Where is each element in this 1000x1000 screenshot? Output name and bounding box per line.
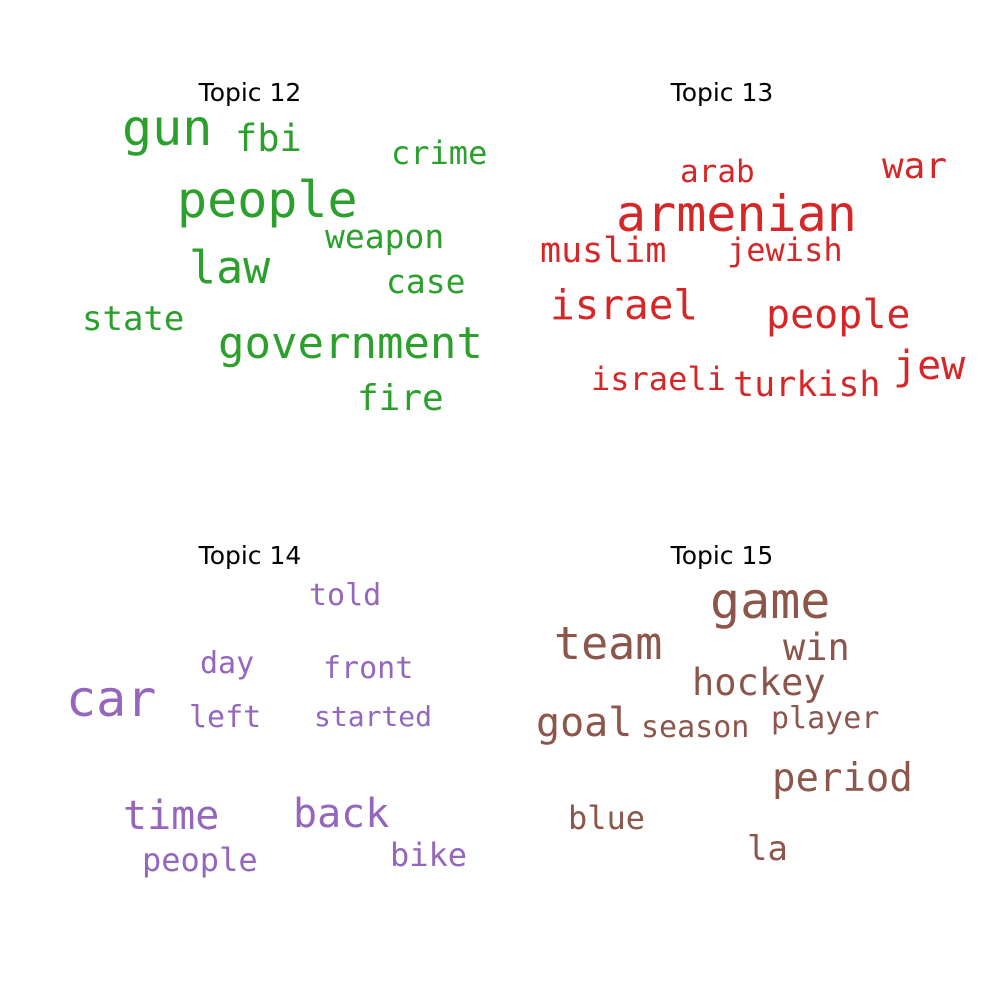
cloud-word-muslim: muslim	[540, 231, 667, 271]
cloud-word-game: game	[710, 572, 831, 630]
cloud-word-win: win	[783, 626, 850, 669]
cloud-word-gun: gun	[122, 99, 213, 157]
cloud-word-people: people	[177, 171, 358, 229]
word-cloud-topic-12: Topic 12 gun fbi crime people weapon law case st…	[0, 0, 500, 500]
cloud-word-state: state	[82, 299, 185, 339]
panel-title: Topic 12	[198, 78, 302, 107]
cloud-word-season: season	[641, 710, 750, 745]
cloud-word-case: case	[386, 262, 466, 301]
cloud-word-back: back	[293, 791, 390, 837]
cloud-word-fbi: fbi	[235, 117, 302, 160]
cloud-word-people: people	[142, 841, 258, 879]
cloud-word-hockey: hockey	[692, 661, 826, 704]
cloud-word-law: law	[189, 241, 271, 294]
cloud-word-goal: goal	[536, 700, 633, 746]
cloud-word-government: government	[218, 318, 483, 369]
cloud-word-time: time	[123, 793, 220, 839]
cloud-word-jew: jew	[893, 343, 966, 389]
cloud-word-bike: bike	[390, 836, 468, 874]
cloud-word-team: team	[554, 617, 663, 670]
cloud-word-blue: blue	[568, 799, 646, 837]
cloud-word-jewish: jewish	[727, 231, 843, 269]
panel-title: Topic 15	[670, 541, 774, 570]
cloud-word-weapon: weapon	[325, 217, 445, 256]
panel-title: Topic 13	[670, 78, 774, 107]
cloud-word-car: car	[66, 670, 157, 728]
cloud-word-arab: arab	[680, 154, 755, 190]
cloud-word-period: period	[772, 756, 913, 801]
cloud-word-day: day	[200, 646, 255, 681]
cloud-word-turkish: turkish	[733, 365, 881, 405]
cloud-word-told: told	[309, 578, 382, 613]
cloud-word-player: player	[771, 701, 880, 736]
cloud-word-left: left	[189, 700, 262, 735]
word-cloud-topic-15: Topic 15 game team win hockey goal season playe…	[472, 463, 972, 963]
cloud-word-started: started	[314, 700, 433, 733]
cloud-word-people: people	[766, 292, 911, 338]
cloud-word-fire: fire	[357, 378, 444, 419]
cloud-word-crime: crime	[391, 134, 488, 172]
cloud-word-front: front	[323, 651, 414, 686]
cloud-word-armenian: armenian	[616, 185, 857, 243]
panel-title: Topic 14	[198, 541, 302, 570]
cloud-word-la: la	[747, 829, 788, 869]
word-cloud-topic-14: Topic 14 told day front car left started time ba…	[0, 463, 500, 963]
cloud-word-war: war	[882, 146, 948, 187]
cloud-word-israeli: israeli	[591, 360, 726, 398]
cloud-word-israel: israel	[550, 281, 699, 329]
word-cloud-topic-13: Topic 13 arab war armenian muslim jewish israe…	[472, 0, 972, 500]
